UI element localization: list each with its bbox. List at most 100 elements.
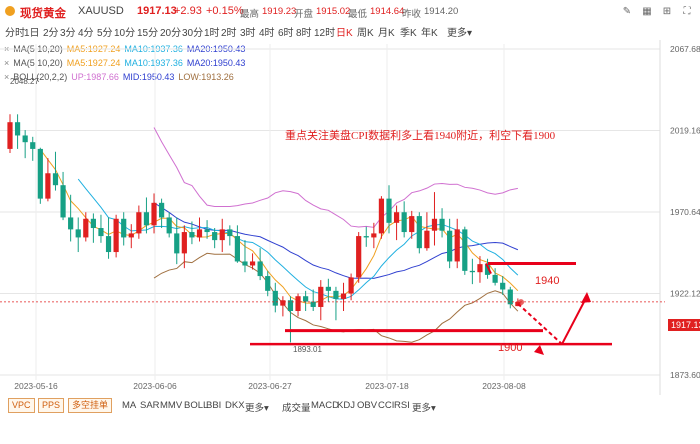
timeframe-17[interactable]: 日K	[336, 28, 353, 39]
y-tick-label: 2067.68	[670, 44, 700, 54]
candle-body	[356, 236, 362, 278]
timeframe-6[interactable]: 10分	[114, 28, 136, 39]
timeframe-22[interactable]: 更多▾	[447, 28, 473, 39]
candle-body	[7, 122, 13, 149]
candle-body	[492, 274, 498, 283]
indicator-link-11[interactable]: CCI	[378, 400, 395, 411]
tool-button-2[interactable]: 多空挂单	[68, 398, 113, 413]
candle-body	[348, 277, 354, 294]
candle-body	[68, 217, 74, 230]
candle-body	[14, 122, 21, 136]
indicator-link-10[interactable]: OBV	[357, 400, 378, 411]
tool-button-0[interactable]: VPC	[8, 398, 35, 413]
candle-body	[454, 229, 460, 262]
instrument-name[interactable]: 现货黄金	[20, 8, 66, 20]
timeframe-1[interactable]: 1日	[24, 28, 40, 39]
timeframe-3[interactable]: 3分	[60, 28, 76, 39]
candle-body	[219, 229, 225, 241]
indicator-link-2[interactable]: MMV	[160, 400, 183, 411]
x-tick-label: 2023-05-16	[14, 381, 58, 391]
candle-body	[310, 301, 316, 307]
candle-body	[22, 135, 28, 143]
candle-body	[90, 218, 96, 229]
ma-legend-name[interactable]: MA(5,10,20)	[13, 58, 63, 68]
indicator-link-5[interactable]: DKX	[225, 400, 245, 411]
candle-body	[30, 142, 36, 149]
timeframe-21[interactable]: 年K	[421, 28, 438, 39]
indicator-link-12[interactable]: RSI	[394, 400, 410, 411]
quote-header: 现货黄金 XAUUSD 1917.13 +2.93 +0.15% 最高 1919…	[0, 0, 700, 22]
open-value: 1915.02	[316, 6, 351, 17]
high-marker-label: 2048.27	[10, 77, 39, 86]
timeframe-14[interactable]: 6时	[278, 28, 294, 39]
timeframe-15[interactable]: 8时	[296, 28, 312, 39]
indicator-link-6[interactable]: 更多▾	[245, 403, 269, 414]
timeframe-18[interactable]: 周K	[357, 28, 374, 39]
instrument-symbol[interactable]: XAUUSD	[78, 5, 124, 17]
candle-body	[295, 296, 301, 312]
timeframe-20[interactable]: 季K	[400, 28, 417, 39]
ma10-value: MA10:1937.36	[124, 58, 183, 68]
candle-body	[447, 230, 453, 262]
candle-body	[257, 261, 263, 277]
timeframe-7[interactable]: 15分	[137, 28, 159, 39]
timeframe-10[interactable]: 1时	[204, 28, 220, 39]
candle-body	[143, 212, 150, 226]
candle-body	[318, 286, 324, 307]
brush-icon[interactable]: ✎	[622, 6, 632, 17]
candle-body	[439, 218, 445, 231]
timeframe-11[interactable]: 2时	[221, 28, 237, 39]
upside-path	[561, 299, 586, 345]
fullscreen-icon[interactable]: ⛶	[683, 6, 691, 17]
current-price-dot	[518, 299, 524, 306]
timeframe-0[interactable]: 分时	[5, 28, 25, 39]
candle-body	[174, 233, 180, 254]
downside-path	[517, 303, 563, 345]
candle-body	[393, 212, 400, 223]
timeframe-19[interactable]: 月K	[378, 28, 395, 39]
candle-body	[151, 202, 157, 226]
chart-style-icon[interactable]: ▦	[642, 6, 652, 17]
indicator-link-4[interactable]: BBI	[206, 400, 222, 411]
indicator-link-0[interactable]: MA	[122, 400, 137, 411]
candle-body	[121, 218, 127, 238]
candle-body	[431, 218, 438, 231]
timeframe-8[interactable]: 20分	[160, 28, 182, 39]
timeframe-4[interactable]: 4分	[78, 28, 94, 39]
boll-upper-line	[153, 127, 518, 228]
timeframe-2[interactable]: 2分	[43, 28, 59, 39]
indicator-link-8[interactable]: MACD	[311, 400, 339, 411]
candle-body	[333, 290, 339, 299]
timeframe-9[interactable]: 30分	[182, 28, 204, 39]
candle-body	[303, 296, 309, 302]
candle-body	[416, 216, 422, 249]
candle-body	[378, 198, 385, 234]
ma20-value: MA20:1950.43	[186, 58, 246, 68]
boll-legend-name[interactable]: BOLL(20,2,2)	[13, 72, 68, 82]
low-value: 1914.64	[370, 6, 405, 17]
tool-button-1[interactable]: PPS	[38, 398, 65, 413]
indicator-link-1[interactable]: SAR	[140, 400, 160, 411]
timeframe-16[interactable]: 12时	[314, 28, 336, 39]
timeframe-5[interactable]: 5分	[97, 28, 113, 39]
compare-icon[interactable]: ⊞	[662, 6, 672, 17]
up-arrow-icon	[581, 292, 591, 303]
analysis-note: 重点关注美盘CPI数据利多上看1940附近，利空下看1900	[285, 130, 556, 142]
close-icon[interactable]: ×	[4, 58, 10, 68]
timeframe-bar: 分时 1日 2分 3分 4分 5分 10分 15分 20分 30分 1时 2时 3时 4时 6时 8时 12时日…	[0, 22, 700, 39]
ma-legend-2: × MA(5,10,20) MA5:1927.24 MA10:1937.36 MA20:…	[4, 58, 249, 68]
indicator-link-3[interactable]: BOLL	[184, 400, 209, 411]
timeframe-12[interactable]: 3时	[240, 28, 256, 39]
resistance-tick	[485, 263, 492, 274]
candle-body	[265, 276, 271, 291]
indicator-link-7[interactable]: 成交量	[282, 403, 311, 414]
candle-body	[166, 217, 172, 234]
close-icon[interactable]: ×	[4, 72, 10, 82]
indicator-link-13[interactable]: 更多▾	[412, 403, 436, 414]
boll-mid-value: MID:1950.43	[122, 72, 175, 82]
x-tick-label: 2023-06-27	[248, 381, 292, 391]
candle-body	[371, 233, 377, 238]
indicator-link-9[interactable]: KDJ	[337, 400, 355, 411]
timeframe-13[interactable]: 4时	[259, 28, 275, 39]
